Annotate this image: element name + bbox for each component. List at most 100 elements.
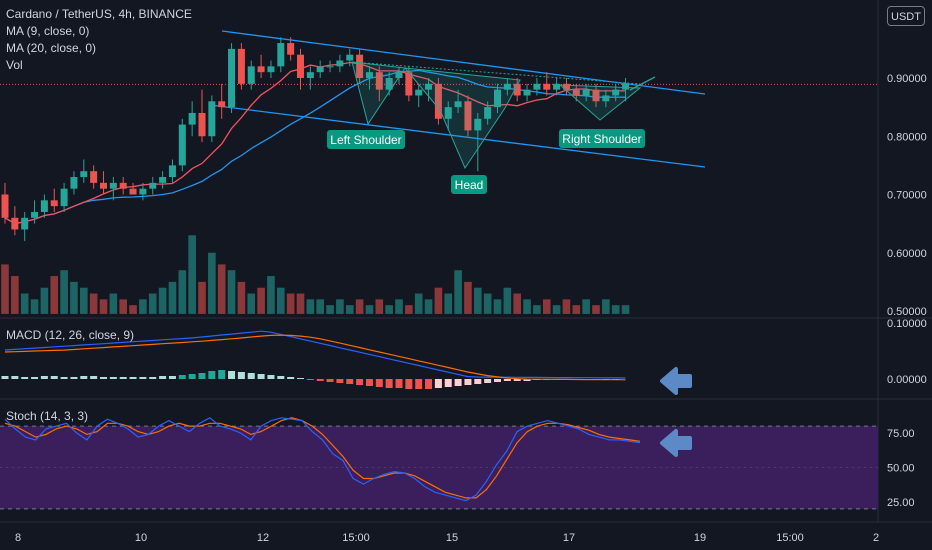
volume-bar bbox=[493, 299, 502, 314]
macd-hist-bar bbox=[405, 379, 413, 389]
volume-bar bbox=[296, 293, 305, 314]
macd-hist-bar bbox=[267, 375, 275, 379]
macd-hist-bar bbox=[356, 379, 364, 385]
volume-bar bbox=[217, 264, 226, 314]
macd-hist-bar bbox=[247, 373, 255, 379]
candle-body bbox=[464, 101, 472, 131]
volume-bar bbox=[30, 299, 39, 314]
chart-legend: Cardano / TetherUS, 4h, BINANCE MA (9, c… bbox=[6, 6, 192, 74]
volume-bar bbox=[89, 293, 98, 314]
ma20-legend[interactable]: MA (20, close, 0) bbox=[6, 41, 97, 55]
volume-bar bbox=[40, 287, 49, 314]
macd-line bbox=[4, 330, 626, 379]
candle-body bbox=[237, 48, 245, 84]
volume-bar bbox=[247, 293, 256, 314]
macd-hist-bar bbox=[375, 379, 383, 387]
candle-body bbox=[159, 177, 167, 183]
macd-hist-bar bbox=[31, 377, 39, 379]
volume-bar bbox=[562, 299, 571, 314]
macd-hist-bar bbox=[257, 374, 265, 379]
volume-bar bbox=[621, 305, 630, 314]
candle-body bbox=[484, 107, 492, 119]
candle-body bbox=[178, 124, 186, 166]
breakout-line bbox=[629, 76, 656, 91]
candle-body bbox=[553, 83, 561, 90]
macd-hist-bar bbox=[464, 379, 472, 385]
macd-hist-bar bbox=[494, 379, 501, 382]
volume-bar bbox=[503, 287, 512, 314]
volume-bar bbox=[336, 299, 344, 314]
candle-body bbox=[444, 107, 452, 119]
candle-body bbox=[306, 72, 314, 78]
time-tick-label: 15:00 bbox=[776, 532, 804, 544]
candle-body bbox=[188, 112, 196, 125]
stoch-tick-label: 25.00 bbox=[887, 497, 915, 509]
volume-bar bbox=[582, 299, 590, 314]
candle-body bbox=[31, 211, 39, 218]
upper-trendline bbox=[221, 30, 706, 95]
time-tick-label: 8 bbox=[15, 532, 21, 544]
macd-hist-bar bbox=[178, 375, 186, 379]
macd-hist-bar bbox=[1, 376, 9, 379]
stoch-legend[interactable]: Stoch (14, 3, 3) bbox=[6, 409, 89, 423]
macd-hist-bar bbox=[326, 379, 334, 382]
candle-body bbox=[622, 83, 630, 90]
volume-bar bbox=[168, 281, 177, 314]
stoch-d-line bbox=[4, 417, 641, 499]
candle-body bbox=[533, 83, 541, 90]
candle-body bbox=[149, 182, 157, 189]
volume-bar bbox=[60, 270, 68, 314]
candle-body bbox=[523, 89, 531, 96]
macd-hist-bar bbox=[395, 379, 403, 388]
macd-hist-bar bbox=[474, 379, 482, 384]
volume-bar bbox=[119, 299, 127, 314]
macd-hist-bar bbox=[297, 378, 304, 379]
volume-bar bbox=[227, 270, 236, 314]
stoch-k-line bbox=[4, 417, 641, 502]
macd-legend[interactable]: MACD (12, 26, close, 9) bbox=[6, 328, 135, 342]
volume-bar bbox=[316, 299, 324, 314]
time-tick-label: 10 bbox=[135, 532, 147, 544]
volume-bar bbox=[395, 299, 403, 314]
candle-body bbox=[474, 118, 482, 131]
candle-body bbox=[247, 66, 255, 84]
candle-body bbox=[11, 217, 19, 230]
macd-tick-label: 0.00000 bbox=[887, 374, 927, 386]
stoch-arrow-icon bbox=[660, 429, 692, 457]
macd-hist-bar bbox=[11, 376, 19, 379]
volume-bar bbox=[139, 299, 147, 314]
volume-bar bbox=[286, 293, 295, 314]
candle-body bbox=[612, 89, 620, 96]
currency-button[interactable]: USDT bbox=[887, 6, 925, 26]
candle-body bbox=[513, 83, 521, 96]
candle-body bbox=[592, 89, 600, 102]
volume-bar bbox=[592, 305, 600, 314]
candle-body bbox=[90, 171, 98, 183]
volume-bar bbox=[326, 305, 334, 314]
candle-body bbox=[287, 43, 295, 55]
macd-hist-bar bbox=[365, 379, 373, 386]
volume-bar bbox=[523, 299, 531, 314]
time-tick-label: 15 bbox=[446, 532, 458, 544]
price-tick-label: 0.70000 bbox=[887, 190, 927, 202]
candle-body bbox=[257, 66, 265, 73]
volume-legend[interactable]: Vol bbox=[6, 58, 23, 72]
macd-hist-bar bbox=[90, 376, 98, 379]
macd-hist-bar bbox=[306, 379, 314, 380]
symbol-title[interactable]: Cardano / TetherUS, 4h, BINANCE bbox=[6, 7, 192, 21]
macd-hist-bar bbox=[198, 373, 206, 379]
volume-bar bbox=[158, 287, 167, 314]
macd-hist-bar bbox=[159, 376, 167, 379]
candle-body bbox=[297, 54, 304, 78]
macd-hist-bar bbox=[60, 377, 68, 379]
volume-bar bbox=[267, 276, 275, 314]
candle-body bbox=[277, 43, 285, 67]
candle-body bbox=[543, 83, 551, 90]
macd-hist-bar bbox=[109, 377, 117, 379]
head-shape bbox=[403, 67, 521, 170]
macd-hist-bar bbox=[316, 379, 324, 381]
ma9-legend[interactable]: MA (9, close, 0) bbox=[6, 24, 90, 38]
left-shoulder-label: Left Shoulder bbox=[327, 130, 405, 149]
macd-hist-bar bbox=[139, 377, 147, 379]
